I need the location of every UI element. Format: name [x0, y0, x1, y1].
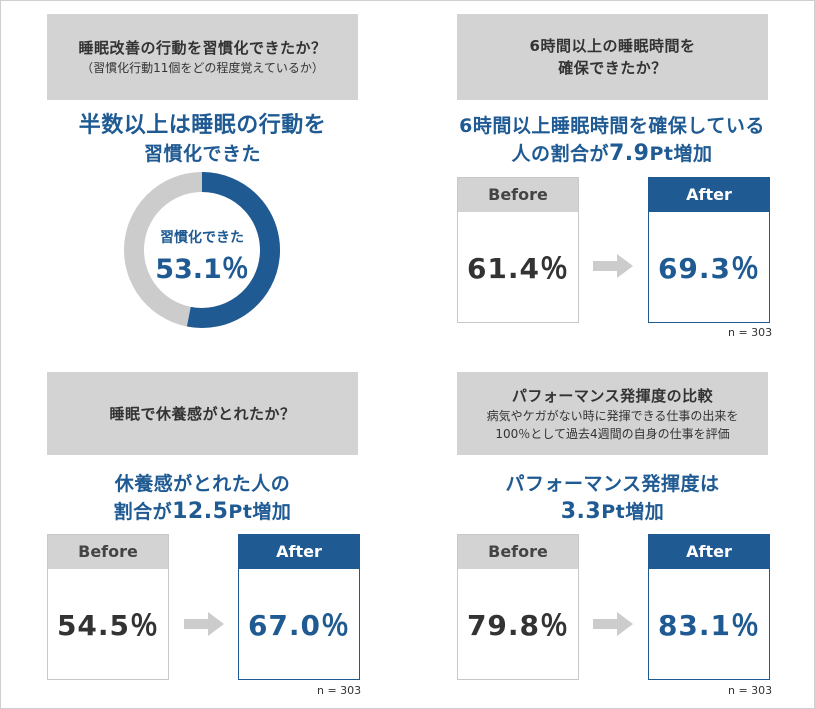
before-value: 61.4％	[466, 252, 570, 285]
question-sub1: 病気やケガがない時に発揮できる仕事の出来を	[486, 408, 739, 423]
question-line2: 確保できたか？	[558, 59, 667, 77]
arrow-icon	[593, 254, 633, 278]
sample-size: n = 303	[317, 684, 362, 697]
donut-slice-habit	[186, 172, 280, 328]
donut-svg	[124, 172, 280, 328]
arrow-icon	[593, 612, 633, 636]
question-subtitle: （習慣化行動11個をどの程度覚えているか）	[81, 61, 324, 75]
sample-size: n = 303	[728, 326, 773, 339]
question-box-performance: パフォーマンス発揮度の比較 病気やケガがない時に発揮できる仕事の出来を 100％…	[457, 372, 768, 455]
after-card: After 69.3％	[648, 177, 770, 323]
question-title: パフォーマンス発揮度の比較	[511, 386, 714, 405]
before-value: 79.8％	[466, 609, 570, 642]
arrow-icon	[184, 612, 224, 636]
after-card: After 67.0％	[238, 534, 360, 680]
before-label: Before	[458, 178, 578, 212]
after-label: After	[239, 535, 359, 569]
headline-line2-pre: 人の割合が	[511, 143, 609, 165]
question-title: 睡眠で休養感がとれたか？	[109, 404, 296, 423]
headline-sleep-hours: 6時間以上睡眠時間を確保している 人の割合が7.9Pt増加	[432, 112, 792, 168]
question-box-sleep-hours: 6時間以上の睡眠時間を 確保できたか？	[457, 14, 768, 100]
headline-line2: 習慣化できた	[143, 143, 261, 165]
before-card: Before 79.8％	[457, 534, 579, 680]
question-sub2: 100％として過去4週間の自身の仕事を評価	[495, 426, 730, 441]
after-card: After 83.1％	[648, 534, 770, 680]
headline-line2-post: Pt増加	[601, 501, 665, 523]
headline-line1: 半数以上は睡眠の行動を	[78, 113, 327, 138]
headline-diff: 12.5	[172, 499, 229, 524]
before-label: Before	[458, 535, 578, 569]
question-title: 睡眠改善の行動を習慣化できたか？	[78, 39, 327, 57]
headline-performance: パフォーマンス発揮度は 3.3Pt増加	[457, 470, 768, 526]
before-value: 54.5％	[56, 609, 160, 642]
before-card: Before 61.4％	[457, 177, 579, 323]
headline-diff: 7.9	[609, 141, 650, 166]
donut-chart: 習慣化できた 53.1％	[123, 171, 281, 329]
question-line1: 6時間以上の睡眠時間を	[529, 37, 696, 55]
question-box-rest: 睡眠で休養感がとれたか？	[47, 372, 358, 455]
before-label: Before	[48, 535, 168, 569]
headline-line2-post: Pt増加	[228, 501, 292, 523]
headline-line2-post: Pt増加	[649, 143, 713, 165]
donut-value: 53.1％	[155, 254, 249, 285]
headline-line1: 休養感がとれた人の	[114, 473, 291, 495]
after-label: After	[649, 535, 769, 569]
headline-habit: 半数以上は睡眠の行動を 習慣化できた	[47, 112, 358, 168]
headline-line2-pre: 割合が	[113, 501, 173, 523]
after-value: 67.0％	[247, 609, 351, 642]
headline-rest: 休養感がとれた人の 割合が12.5Pt増加	[47, 470, 358, 526]
sample-size: n = 303	[728, 684, 773, 697]
headline-diff: 3.3	[560, 499, 602, 524]
headline-line1: パフォーマンス発揮度は	[505, 473, 720, 495]
after-label: After	[649, 178, 769, 212]
headline-line1: 6時間以上睡眠時間を確保している	[459, 115, 765, 137]
after-value: 69.3％	[657, 252, 761, 285]
donut-label: 習慣化できた	[160, 230, 244, 246]
after-value: 83.1％	[657, 609, 761, 642]
before-card: Before 54.5％	[47, 534, 169, 680]
question-box-habit: 睡眠改善の行動を習慣化できたか？ （習慣化行動11個をどの程度覚えているか）	[47, 14, 358, 100]
